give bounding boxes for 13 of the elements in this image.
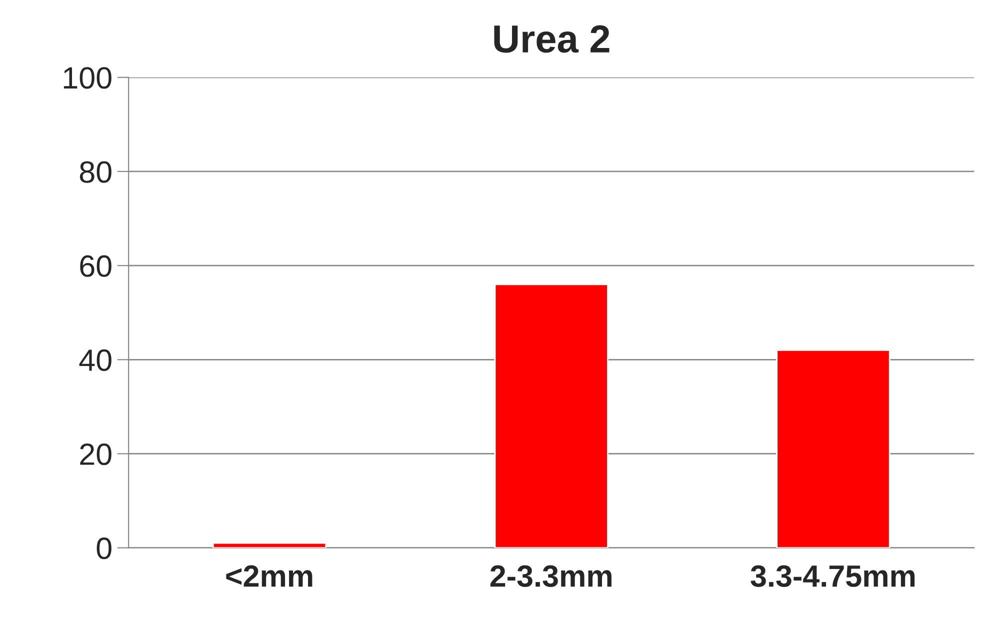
x-tick-label: 2-3.3mm [490,565,612,587]
bar [212,542,327,548]
bar [776,350,890,548]
chart-title: Urea 2 [494,25,610,53]
y-tick-label: 0 [96,538,112,560]
y-tick-label: 20 [80,443,112,466]
y-tick-label: 100 [64,67,112,89]
x-tick-label: 3.3-4.75mm [750,565,915,587]
x-tick-label: <2mm [226,565,312,587]
bar [494,284,608,548]
y-tick-label: 80 [80,161,112,183]
y-tick-label: 40 [79,349,112,372]
y-tick-label: 60 [80,255,112,277]
